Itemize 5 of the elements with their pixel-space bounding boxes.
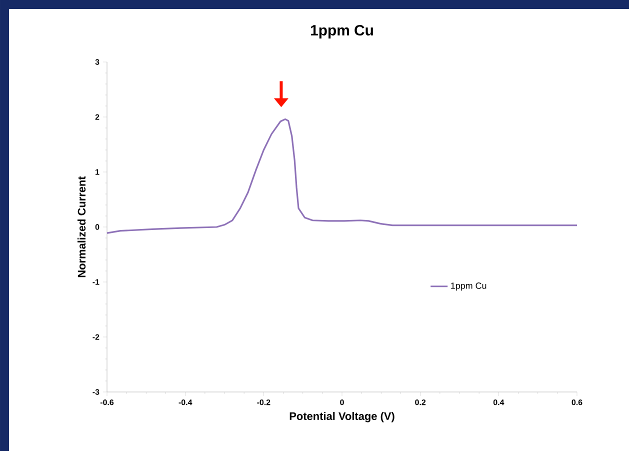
x-axis-title: Potential Voltage (V) [290,412,394,422]
legend-label: 1ppm Cu [451,282,486,291]
chart-title: 1ppm Cu [310,24,373,38]
y-axis-title: Normalized Current [78,176,86,278]
line-series [106,118,578,234]
